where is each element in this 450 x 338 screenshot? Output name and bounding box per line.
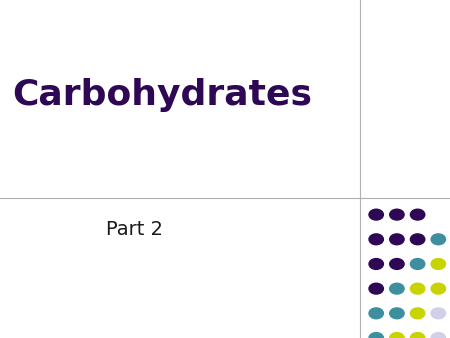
Circle shape — [390, 283, 404, 294]
Circle shape — [390, 308, 404, 319]
Circle shape — [410, 234, 425, 245]
Circle shape — [369, 234, 383, 245]
Circle shape — [410, 259, 425, 269]
Text: Part 2: Part 2 — [107, 220, 163, 239]
Circle shape — [431, 308, 446, 319]
Circle shape — [431, 333, 446, 338]
Circle shape — [390, 333, 404, 338]
Circle shape — [390, 209, 404, 220]
Circle shape — [431, 234, 446, 245]
Circle shape — [410, 333, 425, 338]
Circle shape — [410, 308, 425, 319]
Circle shape — [369, 283, 383, 294]
Circle shape — [410, 209, 425, 220]
Circle shape — [369, 333, 383, 338]
Circle shape — [369, 209, 383, 220]
Circle shape — [369, 259, 383, 269]
Circle shape — [431, 259, 446, 269]
Circle shape — [369, 308, 383, 319]
Circle shape — [390, 234, 404, 245]
Circle shape — [390, 259, 404, 269]
Circle shape — [410, 283, 425, 294]
Circle shape — [431, 283, 446, 294]
Text: Carbohydrates: Carbohydrates — [12, 78, 312, 112]
